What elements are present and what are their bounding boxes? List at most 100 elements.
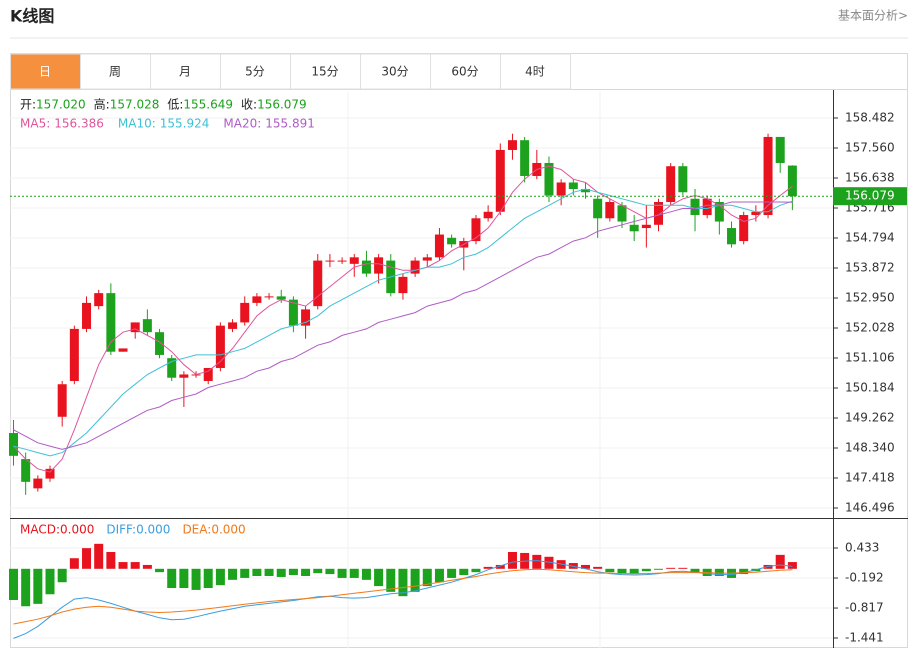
candle-body: [118, 348, 128, 352]
tab[interactable]: [220, 53, 291, 90]
candle-body: [507, 140, 517, 150]
info-value: 156.079: [257, 98, 307, 112]
macd-bar: [21, 568, 31, 607]
tab[interactable]: [150, 53, 221, 90]
tab-label[interactable]: 60分: [451, 65, 478, 79]
candle-body: [361, 260, 371, 274]
tab[interactable]: [10, 53, 81, 90]
macd-bar: [69, 558, 79, 569]
info-value: 157.020: [36, 98, 86, 112]
candle-body: [374, 257, 384, 274]
macd-bar: [447, 568, 457, 578]
y-tick-label: 153.872: [845, 261, 895, 275]
tab-label[interactable]: 30分: [381, 65, 408, 79]
macd-bar: [471, 568, 481, 573]
macd-bar: [398, 568, 408, 597]
fundamental-link[interactable]: 基本面分析>: [838, 9, 908, 23]
y-tick-label: -0.817: [845, 601, 884, 615]
tab-label[interactable]: 5分: [245, 65, 265, 79]
tab-label[interactable]: 周: [109, 65, 121, 79]
candle-body: [410, 260, 420, 274]
macd-bar: [106, 551, 116, 569]
candle-body: [775, 136, 785, 163]
macd-bar: [337, 568, 347, 578]
tab-label[interactable]: 4时: [525, 65, 545, 79]
candle-body: [520, 140, 530, 176]
candle-body: [471, 218, 481, 242]
candle-body: [605, 202, 615, 219]
macd-bar: [654, 568, 664, 570]
candle-body: [288, 299, 298, 326]
macd-bar: [374, 568, 384, 587]
macd-bar: [434, 568, 444, 583]
candle-body: [447, 237, 457, 245]
tab-label[interactable]: 月: [179, 65, 191, 79]
macd-bar: [593, 566, 603, 569]
candle-body: [240, 302, 250, 323]
macd-bar: [130, 562, 140, 569]
y-tick-label: 150.184: [845, 381, 895, 395]
y-tick-label: 152.950: [845, 291, 895, 305]
candle-body: [629, 224, 639, 232]
candle-body: [641, 224, 651, 229]
y-tick-label: 157.560: [845, 140, 895, 154]
info-label: MACD:: [20, 523, 60, 537]
indicator-line: [13, 165, 793, 473]
macd-bar: [714, 568, 724, 577]
info-label: DIFF:: [106, 523, 136, 537]
macd-bar: [203, 568, 213, 589]
candle-body: [580, 188, 590, 193]
info-label: 开:: [20, 98, 36, 112]
tab-label[interactable]: 15分: [311, 65, 338, 79]
info-label: 收:: [241, 98, 257, 112]
macd-bar: [349, 568, 359, 578]
candle-body: [94, 293, 104, 307]
info-value: 0.000: [211, 523, 245, 537]
macd-bar: [641, 568, 651, 572]
candle-body: [21, 459, 31, 482]
tab-label[interactable]: 日: [39, 65, 51, 79]
macd-bar: [459, 568, 469, 576]
y-tick-label: 146.496: [845, 501, 895, 515]
y-tick-label: 154.794: [845, 231, 895, 245]
candle-body: [337, 260, 347, 262]
tab[interactable]: [80, 53, 151, 90]
candle-body: [702, 198, 712, 216]
macd-bar: [507, 551, 517, 569]
candle-body: [678, 166, 688, 193]
tab[interactable]: [500, 53, 571, 90]
candle-body: [130, 322, 140, 333]
macd-bar: [57, 568, 67, 583]
candle-body: [325, 260, 335, 262]
macd-bar: [288, 568, 298, 576]
macd-bar: [629, 568, 639, 575]
info-label: 高:: [94, 97, 110, 112]
info-value: 155.649: [183, 98, 233, 112]
candle-body: [593, 198, 603, 219]
macd-bar: [605, 568, 615, 573]
page-title: K线图: [10, 7, 54, 26]
macd-bar: [45, 568, 55, 595]
candle-body: [264, 296, 274, 298]
legend-name: MA20:: [223, 117, 261, 131]
macd-bar: [739, 568, 749, 575]
y-tick-label: 148.340: [845, 441, 895, 455]
candle-body: [252, 296, 262, 303]
candle-body: [9, 433, 18, 456]
macd-bar: [483, 566, 493, 569]
legend-name: MA5:: [20, 117, 50, 131]
y-tick-label: 149.262: [845, 411, 895, 425]
macd-bar: [666, 567, 676, 569]
legend-value: 155.891: [265, 117, 315, 131]
y-tick-label: -0.192: [845, 571, 884, 585]
candle-body: [495, 149, 505, 212]
macd-bar: [191, 568, 201, 590]
macd-bar: [228, 568, 238, 580]
macd-bar: [386, 568, 396, 592]
candle-body: [167, 358, 177, 378]
y-tick-label: 147.418: [845, 471, 895, 485]
candle-body: [483, 211, 493, 219]
tab[interactable]: [360, 53, 431, 90]
